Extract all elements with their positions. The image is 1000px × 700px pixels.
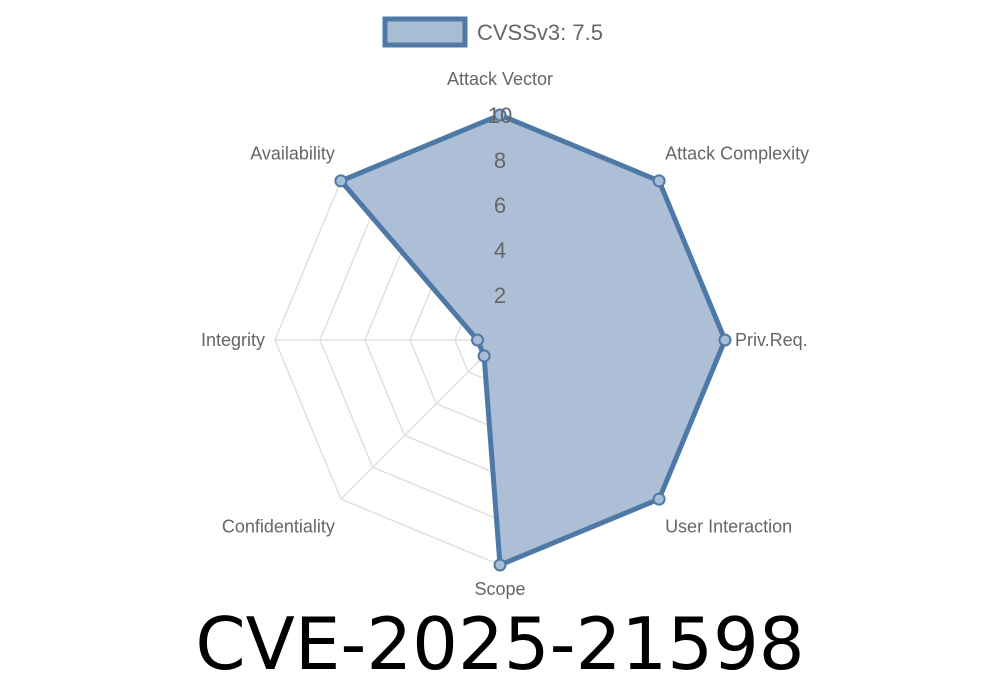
tick-label: 2 xyxy=(494,283,506,308)
data-point xyxy=(493,558,507,572)
data-point xyxy=(334,174,348,188)
data-point xyxy=(652,492,666,506)
axis-label: Availability xyxy=(250,143,335,163)
axis-label: Attack Complexity xyxy=(665,143,809,163)
legend-swatch xyxy=(382,16,468,48)
axis-label: User Interaction xyxy=(665,517,792,537)
axis-label: Confidentiality xyxy=(222,517,335,537)
axis-label: Attack Vector xyxy=(447,69,553,89)
data-point xyxy=(493,108,507,122)
tick-label: 8 xyxy=(494,148,506,173)
data-point xyxy=(471,333,484,347)
axis-label: Scope xyxy=(474,579,525,599)
legend-label: CVSSv3: 7.5 xyxy=(477,20,603,45)
data-point xyxy=(477,349,491,363)
tick-label: 4 xyxy=(494,238,506,263)
tick-label: 6 xyxy=(494,193,506,218)
axis-label: Priv.Req. xyxy=(735,330,808,350)
data-point xyxy=(718,333,732,347)
axis-label: Integrity xyxy=(201,330,265,350)
data-point xyxy=(652,174,666,188)
grid-spoke xyxy=(340,339,501,500)
chart-title: CVE-2025-21598 xyxy=(195,602,805,686)
tick-label: 10 xyxy=(488,103,512,128)
